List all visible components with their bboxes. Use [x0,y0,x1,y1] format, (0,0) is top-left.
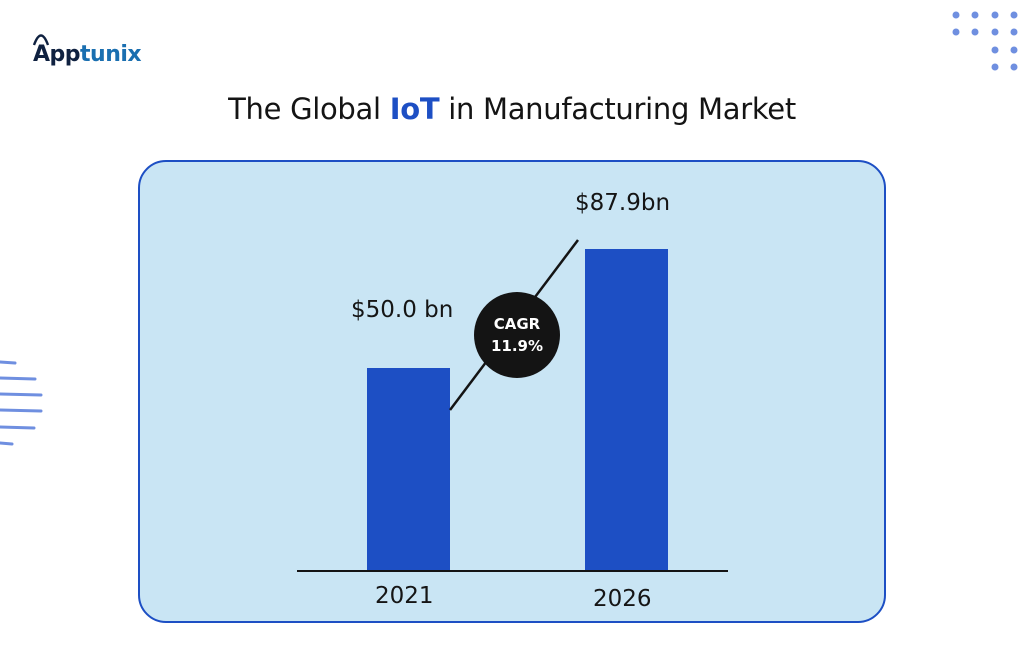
bar-2026 [585,249,668,571]
x-tick-2021: 2021 [375,583,434,609]
bar-2021 [367,368,450,571]
title-highlight: IoT [389,92,440,126]
chart-title: The Global IoT in Manufacturing Market [228,92,796,126]
logo-arc-icon [32,34,50,46]
dots-decoration-icon [952,11,1018,71]
logo-text-blue: tunix [80,42,142,67]
cagr-label: CAGR [493,315,541,333]
apptunix-logo: A pp tunix [32,33,142,67]
stripes-decoration-icon [0,360,43,446]
value-label-2026: $87.9bn [575,190,671,216]
logo-text-dark: pp [49,42,81,67]
value-label-2021: $50.0 bn [351,297,454,323]
cagr-badge: CAGR 11.9% [474,292,560,378]
chart-panel [138,160,886,623]
x-tick-2026: 2026 [593,586,652,612]
logo-a: A [32,34,50,67]
cagr-value: 11.9% [490,337,544,355]
